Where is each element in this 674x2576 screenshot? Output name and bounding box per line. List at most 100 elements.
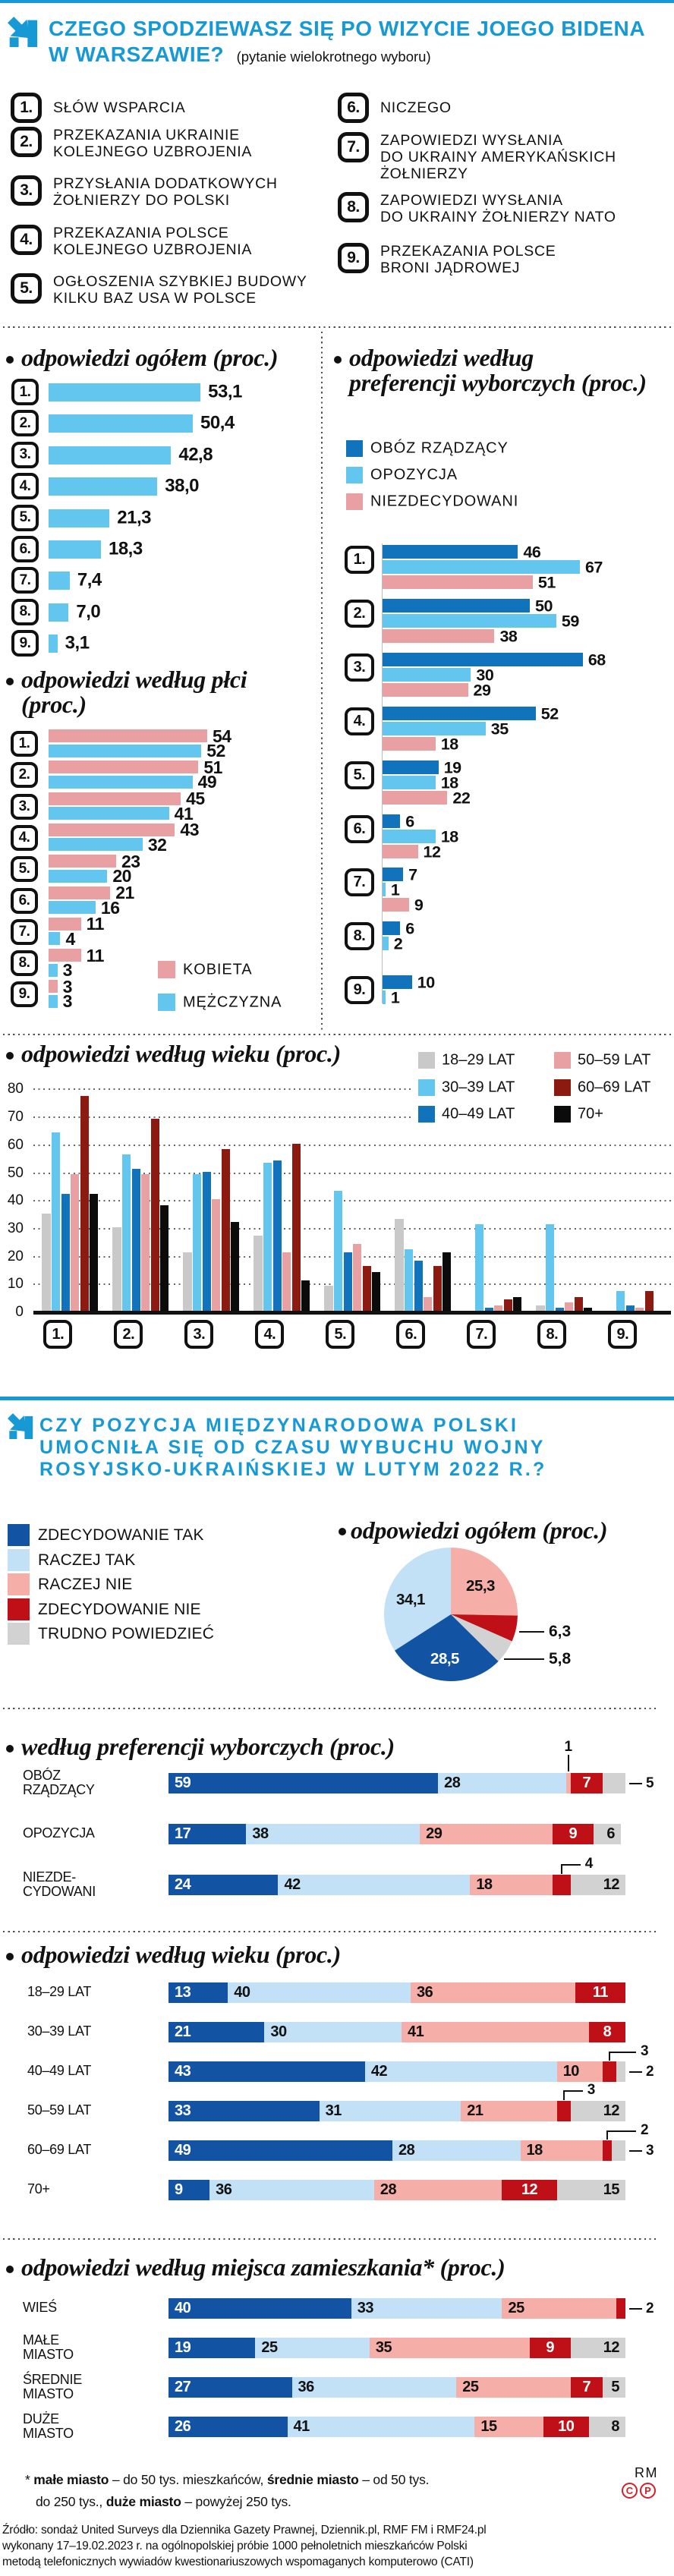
stacked-bar: 43 42 10: [168, 2061, 625, 2082]
dotted-divider-4: [3, 1931, 657, 1933]
legend-swatch: [8, 1598, 30, 1620]
bar-value-label: 51: [537, 573, 556, 592]
segment-value-label: 40: [175, 2299, 191, 2316]
stacked-segment: [602, 1773, 625, 1793]
bar-preference: [383, 990, 386, 1005]
legend-label: ZDECYDOWANIE TAK: [38, 1526, 204, 1544]
bar-gender: [49, 949, 81, 962]
bar-age: [644, 1291, 654, 1311]
chart-title-bullet: [6, 2266, 14, 2273]
legend-swatch: [8, 1524, 30, 1546]
stacked-bar: 49 28 18: [168, 2140, 625, 2161]
footnote-line1: małe miasto – do 50 tys. mieszkańców, śr…: [33, 2472, 429, 2487]
bar-age: [141, 1174, 150, 1311]
bar-overall: [49, 414, 193, 433]
stacked-segment: 36: [209, 2180, 374, 2200]
bar-overall: [49, 509, 110, 527]
bar-overall: [49, 477, 158, 496]
top-band: [0, 0, 674, 3]
segment-value-label: 10: [562, 2062, 580, 2080]
segment-value-label: 36: [216, 2181, 232, 2198]
legend-swatch: [418, 1052, 435, 1069]
stacked-segment: [602, 2140, 612, 2161]
callout-label: 3: [646, 2142, 654, 2159]
chart-title-bullet: [334, 356, 342, 364]
bar-value-label: 18: [440, 734, 458, 753]
bar-age: [536, 1305, 545, 1311]
bar-age: [324, 1285, 333, 1311]
stacked-bar: 19 25 35 9 12: [168, 2338, 625, 2358]
bar-overall: [49, 540, 101, 559]
row-category-label: WIEŚ: [23, 2300, 57, 2315]
bar-gender: [49, 917, 81, 931]
callout-line: [562, 2090, 565, 2100]
numbered-badge: 9.: [338, 243, 369, 273]
bar-age: [545, 1224, 555, 1311]
bar-preference: [383, 545, 518, 559]
segment-value-label: 17: [175, 1825, 191, 1842]
segment-value-label: 8: [603, 2023, 612, 2040]
bar-age: [121, 1154, 131, 1311]
source-line: Źródło: sondaż United Surveys dla Dzienn…: [2, 2524, 487, 2537]
stacked-segment: 40: [228, 1982, 411, 2003]
row-category-line: DUŻE: [23, 2411, 59, 2426]
bar-preference: [383, 829, 436, 843]
numbered-badge: 9.: [11, 981, 38, 1008]
bar-value-label: 50,4: [200, 413, 235, 434]
footnote-line2: do 250 tys., duże miasto – powyżej 250 t…: [36, 2494, 291, 2509]
numbered-badge: 3.: [11, 175, 42, 206]
segment-value-label: 59: [175, 1774, 191, 1791]
bar-value-label: 7,4: [77, 570, 102, 591]
chart-title: odpowiedzi ogółem (proc.): [351, 1516, 608, 1544]
stacked-segment: [616, 2061, 625, 2082]
segment-value-label: 28: [444, 1774, 461, 1791]
bar-age: [494, 1305, 503, 1311]
bar-preference: [383, 883, 386, 897]
bar-age: [625, 1305, 635, 1311]
stacked-segment: 43: [168, 2061, 365, 2082]
bar-overall: [49, 572, 70, 590]
numbered-badge: 4.: [345, 707, 374, 735]
pie-slice: [451, 1614, 518, 1642]
row-category-line: 70+: [27, 2181, 50, 2197]
stacked-segment: 31: [319, 2101, 461, 2121]
row-category-line: OBÓZ: [23, 1767, 61, 1783]
segment-value-label: 33: [175, 2102, 191, 2119]
bar-gender: [49, 994, 58, 1008]
arrow-icon-shapes: [8, 17, 38, 47]
segment-value-label: 19: [175, 2338, 191, 2356]
question2-title-line: UMOCNIŁA SIĘ OD CZASU WYBUCHU WOJNY: [39, 1437, 546, 1458]
stacked-segment: 12: [502, 2180, 557, 2200]
stacked-bar: 33 31 21 12: [168, 2101, 625, 2121]
bar-age: [291, 1143, 301, 1311]
legend-label: 40–49 LAT: [442, 1105, 515, 1123]
bar-value-label: 11: [86, 914, 105, 934]
stacked-segment: 12: [570, 2101, 625, 2121]
bar-overall: [49, 383, 201, 402]
numbered-badge: 6.: [11, 887, 38, 914]
stacked-segment: 41: [287, 2417, 475, 2437]
row-category-line: MIASTO: [23, 2346, 74, 2362]
pie-svg: [384, 1548, 518, 1681]
y-axis-label: 30: [7, 1220, 24, 1236]
bar-value-label: 6: [405, 919, 414, 938]
bar-age: [42, 1213, 51, 1311]
x-axis-line: [33, 1311, 671, 1315]
bar-age: [395, 1218, 404, 1311]
bar-preference: [383, 667, 471, 682]
chart-title-bullet: [6, 356, 14, 364]
bar-value-label: 52: [206, 741, 225, 761]
bar-age: [150, 1118, 159, 1311]
y-axis-label: 10: [7, 1276, 24, 1293]
legend-label: 50–59 LAT: [578, 1051, 651, 1069]
footnote-part: do 250 tys.,: [36, 2494, 106, 2509]
stacked-segment: 18: [470, 1875, 553, 1895]
option-text-line: NICZEGO: [380, 99, 452, 116]
row-category-line: MIASTO: [23, 2385, 74, 2401]
stacked-bar: 21 30 41 8: [168, 2022, 625, 2042]
segment-value-label: 41: [293, 2417, 310, 2435]
bar-age: [301, 1280, 310, 1311]
stacked-segment: 25: [456, 2377, 571, 2398]
stacked-segment: 12: [570, 2338, 625, 2358]
